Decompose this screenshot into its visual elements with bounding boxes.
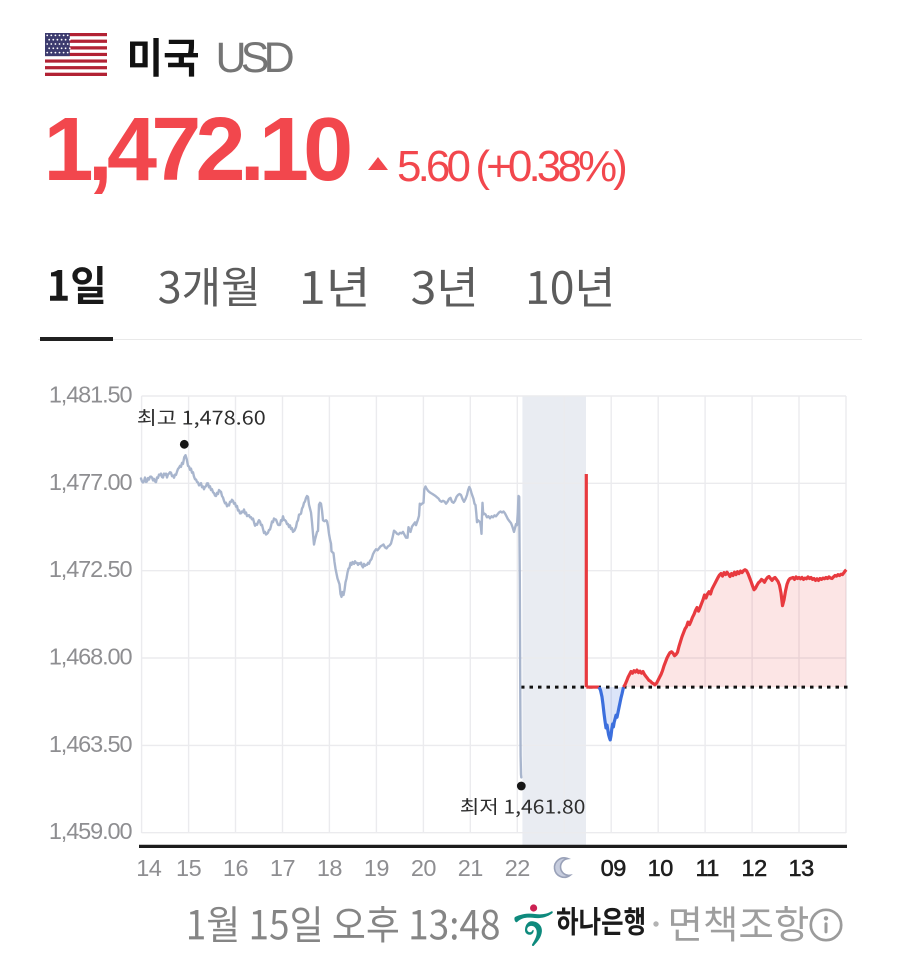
svg-text:12: 12 [742, 855, 767, 881]
svg-text:21: 21 [458, 855, 483, 881]
svg-text:1,463.50: 1,463.50 [49, 731, 133, 757]
svg-text:1,468.00: 1,468.00 [49, 644, 133, 670]
svg-text:1,472.50: 1,472.50 [49, 556, 133, 582]
svg-text:14: 14 [136, 855, 162, 881]
svg-text:09: 09 [601, 855, 626, 881]
svg-text:18: 18 [317, 855, 343, 881]
svg-text:19: 19 [364, 855, 389, 881]
svg-text:22: 22 [505, 855, 530, 881]
svg-text:10: 10 [648, 855, 674, 881]
svg-text:13: 13 [789, 855, 815, 881]
svg-text:1,477.00: 1,477.00 [49, 469, 133, 495]
svg-text:17: 17 [270, 855, 295, 881]
svg-text:15: 15 [176, 855, 202, 881]
svg-text:1,481.50: 1,481.50 [49, 382, 133, 408]
svg-text:16: 16 [223, 855, 249, 881]
svg-text:20: 20 [411, 855, 437, 881]
svg-text:11: 11 [695, 855, 718, 881]
svg-text:1,459.00: 1,459.00 [49, 818, 133, 844]
